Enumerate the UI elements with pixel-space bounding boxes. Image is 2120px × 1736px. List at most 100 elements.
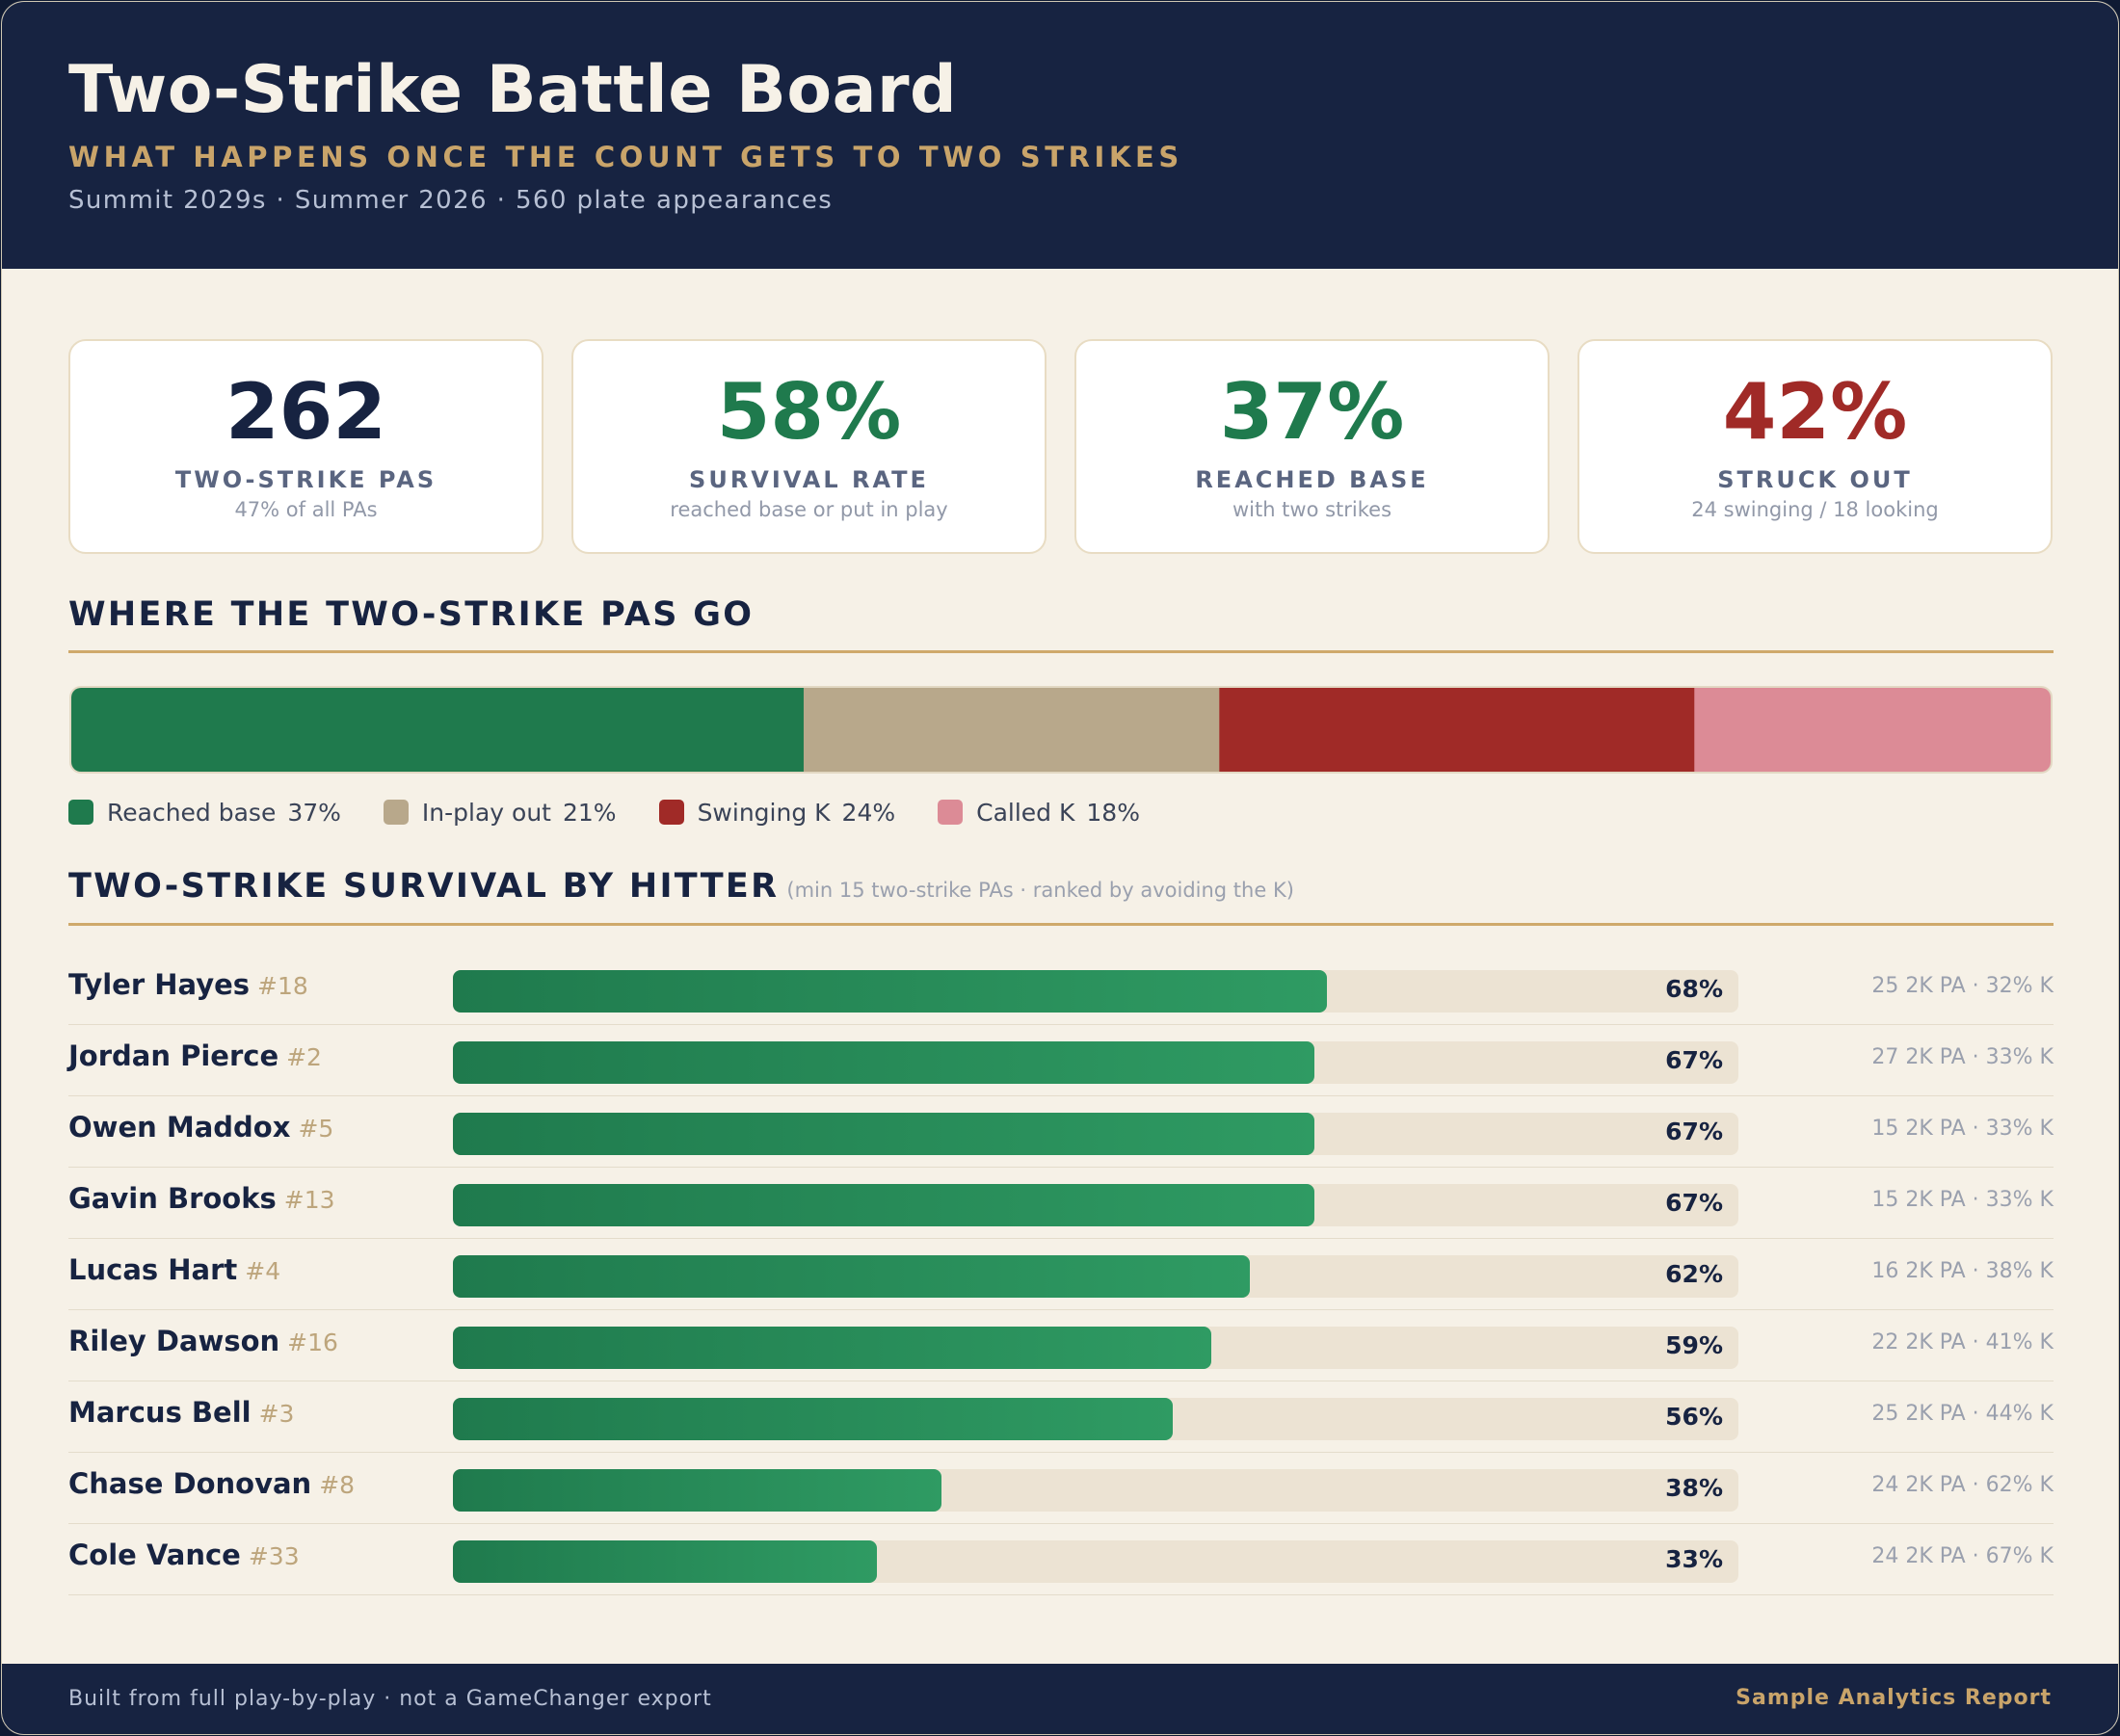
survival-value-label: 38% [1665,1474,1723,1502]
legend-value: 21% [562,798,617,827]
hitters-title-text: TWO-STRIKE SURVIVAL BY HITTER [68,867,780,906]
hitter-row: Chase Donovan #8 38% 24 2K PA · 62% K [68,1453,2054,1524]
hitter-row: Cole Vance #33 33% 24 2K PA · 67% K [68,1524,2054,1595]
hitters-title: TWO-STRIKE SURVIVAL BY HITTER (min 15 two… [68,867,1294,906]
legend-value: 24% [841,798,896,827]
hitter-row: Jordan Pierce #2 67% 27 2K PA · 33% K [68,1025,2054,1096]
hitter-name: Lucas Hart #4 [68,1253,280,1286]
kpi-value: 37% [1219,367,1405,457]
survival-value-label: 56% [1665,1403,1723,1431]
hitter-name-text: Gavin Brooks [68,1182,277,1215]
legend-item: Reached base 37% [68,799,341,827]
hitter-row: Tyler Hayes #18 68% 25 2K PA · 32% K [68,954,2054,1025]
hitter-name: Owen Maddox #5 [68,1111,333,1144]
page-meta: Summit 2029s · Summer 2026 · 560 plate a… [68,186,834,215]
survival-bar-track: 67% [453,1113,1738,1155]
survival-value-label: 67% [1665,1046,1723,1074]
survival-bar [453,1041,1314,1084]
survival-bar-track: 38% [453,1469,1738,1512]
hitter-name: Gavin Brooks #13 [68,1182,335,1215]
legend-label: In-play out [421,798,551,827]
kpi-sub: 24 swinging / 18 looking [1691,498,1939,521]
hitter-name-text: Jordan Pierce [68,1039,279,1072]
hitter-stat: 24 2K PA · 62% K [1871,1473,2054,1497]
survival-bar [453,1540,877,1583]
hitter-row: Riley Dawson #16 59% 22 2K PA · 41% K [68,1310,2054,1381]
legend-label: Swinging K [697,798,831,827]
distribution-bar [69,686,2053,774]
hitter-name: Jordan Pierce #2 [68,1039,322,1072]
hitter-jersey-number: #3 [258,1400,295,1428]
hitter-name: Riley Dawson #16 [68,1325,338,1357]
hitter-jersey-number: #8 [319,1471,356,1499]
footer: Built from full play-by-play · not a Gam… [2,1664,2118,1734]
kpi-value: 58% [716,367,902,457]
distribution-segment-reached-base [71,688,805,772]
kpi-card-survival-rate: 58% SURVIVAL RATE reached base or put in… [571,339,1047,554]
legend-item: Called K 18% [938,799,1140,827]
survival-bar-track: 33% [453,1540,1738,1583]
hitter-name-text: Owen Maddox [68,1111,291,1144]
hitter-name-text: Tyler Hayes [68,968,251,1001]
hitter-jersey-number: #33 [248,1542,300,1570]
hitter-jersey-number: #13 [283,1186,335,1214]
hitter-stat: 25 2K PA · 32% K [1871,974,2054,998]
distribution-segment-swinging-k [1219,688,1695,772]
hitter-name: Cole Vance #33 [68,1539,300,1571]
hitter-name-text: Lucas Hart [68,1253,238,1286]
distribution-legend: Reached base 37% In-play out 21% Swinging K 2… [68,797,1182,828]
hitter-survival-chart: Tyler Hayes #18 68% 25 2K PA · 32% K Jordan … [68,954,2054,1595]
kpi-label: SURVIVAL RATE [689,466,929,493]
survival-value-label: 33% [1665,1545,1723,1573]
hitter-name: Chase Donovan #8 [68,1467,355,1500]
hitter-stat: 16 2K PA · 38% K [1871,1259,2054,1283]
legend-label: Reached base [107,798,277,827]
hitter-jersey-number: #5 [298,1115,334,1143]
kpi-label: STRUCK OUT [1717,466,1913,493]
kpi-sub: reached base or put in play [670,498,948,521]
hitter-row: Marcus Bell #3 56% 25 2K PA · 44% K [68,1381,2054,1453]
hitter-stat: 15 2K PA · 33% K [1871,1188,2054,1212]
hitter-stat: 24 2K PA · 67% K [1871,1544,2054,1568]
kpi-label: REACHED BASE [1195,466,1429,493]
hitter-name: Marcus Bell #3 [68,1396,294,1429]
survival-value-label: 59% [1665,1331,1723,1359]
hitter-row: Gavin Brooks #13 67% 15 2K PA · 33% K [68,1168,2054,1239]
distribution-chart [71,688,2051,772]
survival-value-label: 67% [1665,1118,1723,1145]
kpi-card-two-strike-pas: 262 TWO-STRIKE PAS 47% of all PAs [68,339,543,554]
survival-bar-track: 59% [453,1327,1738,1369]
hitter-jersey-number: #4 [245,1257,281,1285]
footer-brand: Sample Analytics Report [1736,1686,2052,1710]
hitter-name-text: Riley Dawson [68,1325,280,1357]
hitter-jersey-number: #18 [257,972,308,1000]
survival-bar [453,1398,1173,1440]
hitter-stat: 27 2K PA · 33% K [1871,1045,2054,1069]
legend-swatch [658,800,684,825]
legend-value: 37% [287,798,341,827]
survival-bar-track: 56% [453,1398,1738,1440]
section-divider [68,650,2054,653]
survival-value-label: 67% [1665,1189,1723,1217]
hitter-row: Lucas Hart #4 62% 16 2K PA · 38% K [68,1239,2054,1310]
legend-swatch [68,800,93,825]
survival-bar-track: 67% [453,1041,1738,1084]
survival-value-label: 68% [1665,975,1723,1003]
distribution-title: WHERE THE TWO-STRIKE PAS GO [68,595,755,634]
kpi-sub: with two strikes [1232,498,1392,521]
page-subtitle: WHAT HAPPENS ONCE THE COUNT GETS TO TWO … [68,141,1183,173]
hitter-row: Owen Maddox #5 67% 15 2K PA · 33% K [68,1096,2054,1168]
legend-item: Swinging K 24% [658,798,896,827]
survival-bar [453,1255,1250,1298]
survival-bar-track: 62% [453,1255,1738,1298]
survival-value-label: 62% [1665,1260,1723,1288]
kpi-value: 42% [1722,367,1908,457]
hitters-title-note: (min 15 two-strike PAs · ranked by avoid… [786,879,1294,902]
hitter-name-text: Marcus Bell [68,1396,252,1429]
survival-bar [453,970,1327,1013]
header: Two-Strike Battle Board WHAT HAPPENS ONC… [2,2,2118,269]
survival-bar-track: 68% [453,970,1738,1013]
hitter-jersey-number: #2 [286,1043,322,1071]
kpi-value: 262 [225,367,386,457]
